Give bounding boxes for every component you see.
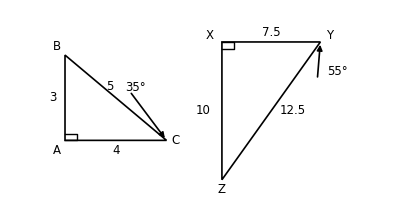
Text: 5: 5	[106, 80, 113, 93]
Text: 10: 10	[196, 104, 211, 117]
Text: X: X	[206, 29, 214, 42]
Text: Z: Z	[218, 183, 226, 196]
Text: C: C	[172, 134, 180, 147]
Text: 55°: 55°	[327, 65, 348, 78]
Text: A: A	[53, 144, 61, 157]
Text: 35°: 35°	[125, 81, 146, 94]
Text: 7.5: 7.5	[262, 26, 280, 39]
Text: Y: Y	[326, 29, 333, 42]
Text: 3: 3	[49, 91, 56, 104]
Text: 12.5: 12.5	[279, 104, 306, 117]
Text: 4: 4	[112, 144, 119, 157]
Text: B: B	[53, 40, 62, 53]
